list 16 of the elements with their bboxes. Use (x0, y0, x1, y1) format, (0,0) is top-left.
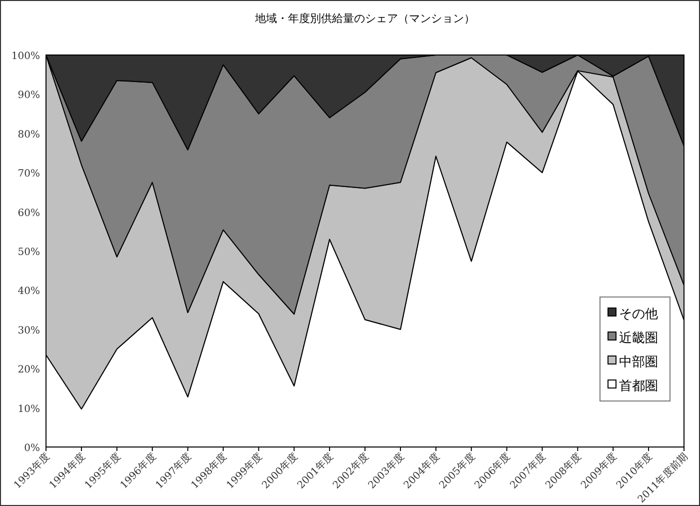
y-tick-label: 0% (24, 443, 40, 454)
y-tick-label: 40% (18, 286, 40, 298)
y-tick-label: 10% (18, 404, 40, 415)
legend-label: 中部圏 (619, 354, 658, 369)
y-tick-label: 70% (18, 168, 40, 180)
y-tick-label: 80% (18, 129, 40, 140)
y-tick-label: 20% (18, 364, 40, 376)
legend-label: 近畿圏 (619, 330, 658, 345)
chart-title: 地域・年度別供給量のシェア（マンション） (254, 12, 475, 25)
legend-label: 首都圏 (619, 378, 658, 393)
legend-label: その他 (619, 306, 658, 321)
y-tick-label: 30% (18, 325, 40, 336)
y-tick-label: 100% (11, 51, 40, 62)
y-tick-label: 60% (18, 208, 40, 219)
y-tick-label: 90% (18, 90, 40, 102)
y-tick-label: 50% (18, 247, 40, 258)
